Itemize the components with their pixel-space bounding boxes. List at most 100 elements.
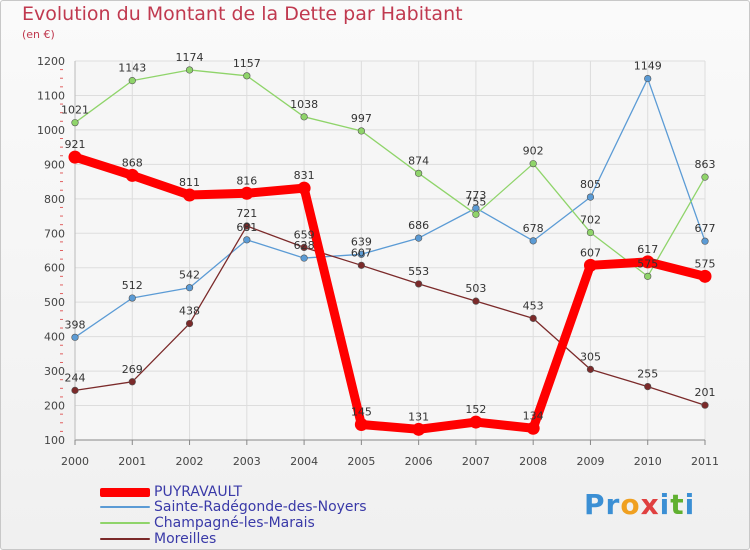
data-point — [357, 250, 365, 258]
plot-background — [75, 61, 705, 440]
data-label: 1021 — [61, 104, 89, 117]
y-tick-label: 600 — [44, 262, 65, 275]
data-point — [529, 160, 537, 168]
data-label: 305 — [580, 350, 601, 363]
logo-letter: i — [659, 488, 671, 521]
data-label: 678 — [523, 222, 544, 235]
logo-letter: i — [684, 488, 696, 521]
data-point — [644, 272, 652, 280]
data-point — [71, 119, 79, 127]
logo-letter: x — [640, 488, 660, 521]
y-tick-label: 300 — [44, 365, 65, 378]
data-point — [644, 74, 652, 83]
data-point — [128, 77, 136, 85]
series-line-champagn-les-marais — [74, 69, 706, 277]
y-tick-label: 800 — [44, 193, 65, 206]
y-tick-label: 200 — [44, 400, 65, 413]
data-label: 997 — [351, 112, 372, 125]
data-label: 453 — [523, 299, 544, 312]
logo-letter: o — [620, 488, 641, 521]
data-point — [354, 417, 368, 431]
data-point — [583, 258, 597, 272]
data-label: 773 — [465, 189, 486, 202]
data-label: 868 — [122, 156, 143, 169]
data-point — [415, 280, 423, 288]
data-label: 255 — [637, 368, 658, 381]
data-label: 755 — [465, 195, 486, 208]
data-point — [644, 382, 652, 391]
logo-letter: P — [584, 488, 606, 521]
data-point — [469, 415, 483, 429]
data-point — [472, 210, 480, 218]
x-tick-label: 2004 — [290, 455, 318, 468]
x-tick-label: 2002 — [176, 455, 204, 468]
data-point — [300, 254, 308, 262]
x-tick-label: 2011 — [691, 455, 719, 468]
data-point — [472, 297, 480, 305]
data-label: 721 — [236, 207, 257, 220]
chart-title: Evolution du Montant de la Dette par Hab… — [22, 3, 463, 25]
data-label: 1143 — [118, 62, 146, 75]
legend-swatch — [100, 538, 150, 540]
data-point — [698, 269, 712, 283]
data-point — [185, 284, 194, 292]
y-tick-label: 1100 — [37, 89, 65, 102]
data-labels: 398 512 542 681 628 639 686 773 678 805 1149 677 102… — [61, 51, 716, 423]
data-label: 874 — [408, 154, 429, 167]
y-tick-label: 1200 — [37, 55, 65, 68]
data-label: 503 — [465, 282, 486, 295]
data-label: 677 — [695, 222, 716, 235]
data-label: 542 — [179, 269, 200, 282]
series-line-moreilles — [74, 225, 706, 406]
data-point — [297, 181, 311, 195]
series-line-puyravault — [70, 152, 710, 434]
data-label: 269 — [122, 363, 143, 376]
data-label: 438 — [179, 305, 200, 318]
data-point — [243, 72, 251, 80]
y-tick-label: 500 — [44, 296, 65, 309]
x-tick-label: 2006 — [405, 455, 433, 468]
data-point — [415, 234, 423, 242]
data-label: 617 — [637, 243, 658, 256]
data-point — [128, 378, 136, 386]
data-label: 1174 — [176, 51, 204, 64]
data-point — [357, 127, 365, 135]
legend-label: Moreilles — [154, 531, 217, 547]
proxiti-logo: Proxiti — [584, 488, 695, 521]
data-point — [183, 188, 197, 202]
data-point — [701, 173, 709, 181]
data-point — [71, 386, 79, 394]
legend-item: Moreilles — [100, 531, 216, 547]
data-label: 553 — [408, 265, 429, 278]
y-tick-label: 900 — [44, 158, 65, 171]
x-tick-label: 2008 — [519, 455, 547, 468]
data-point — [125, 168, 139, 182]
series-line-sainte-rad-gonde-des-noyers — [74, 77, 706, 338]
data-label: 398 — [65, 318, 86, 331]
legend-swatch — [100, 487, 150, 497]
data-label: 575 — [695, 257, 716, 270]
data-label: 681 — [236, 221, 257, 234]
data-label: 145 — [351, 405, 372, 418]
data-point — [185, 319, 194, 328]
y-tick-label: 1000 — [37, 124, 65, 137]
data-label: 639 — [351, 235, 372, 248]
data-point — [586, 228, 595, 237]
data-label: 512 — [122, 279, 143, 292]
data-point — [412, 422, 426, 436]
data-label: 816 — [236, 174, 257, 187]
x-tick-label: 2005 — [347, 455, 375, 468]
data-label: 1149 — [634, 60, 662, 73]
data-label: 607 — [580, 246, 601, 259]
data-point — [701, 401, 709, 409]
data-point — [529, 237, 537, 245]
data-point — [641, 255, 655, 269]
x-tick-label: 2000 — [61, 455, 89, 468]
data-label: 201 — [695, 386, 716, 399]
legend-item: Sainte-Radégonde-des-Noyers — [100, 499, 367, 515]
data-label: 628 — [294, 239, 315, 252]
axes: 100 200 300 400 500 600 700 800 900 1000 1100 1200 2… — [37, 55, 719, 468]
data-label: 831 — [294, 169, 315, 182]
data-point — [240, 186, 254, 200]
